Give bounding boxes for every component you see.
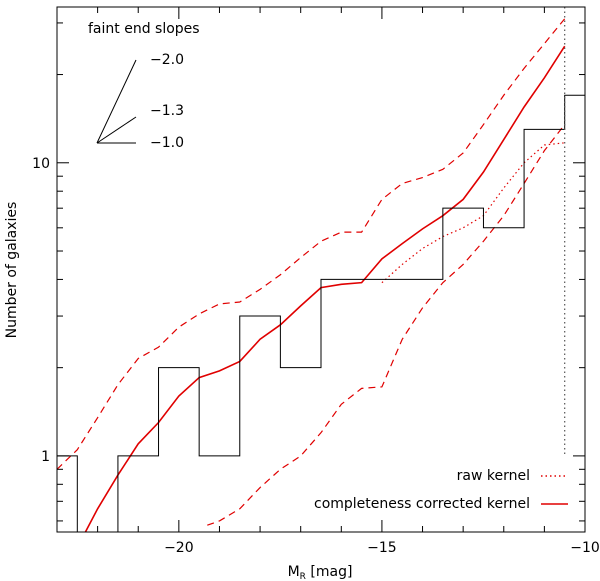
slope-line-minus-2-0 bbox=[96, 59, 137, 144]
series-completeness-corrected-kernel bbox=[84, 45, 566, 532]
histogram-layer bbox=[57, 94, 585, 532]
series-upper-bound bbox=[57, 18, 566, 470]
x-tick-label: −20 bbox=[164, 540, 194, 556]
plot-frame bbox=[56, 6, 586, 533]
x-tick-label: −10 bbox=[570, 540, 600, 556]
faint-end-slopes-panel: faint end slopes −2.0 −1.3 −1.0 bbox=[88, 21, 200, 151]
y-tick-label: 1 bbox=[41, 449, 50, 465]
legend-label-raw-kernel: raw kernel bbox=[457, 468, 530, 484]
legend: raw kernel completeness corrected kernel bbox=[314, 468, 568, 512]
slope-line-minus-1-3 bbox=[96, 116, 137, 144]
x-tick-label: −15 bbox=[367, 540, 397, 556]
x-tick-labels: −20 −15 −10 bbox=[164, 540, 600, 556]
x-axis-label-subscript: R bbox=[300, 572, 306, 581]
slope-label: −2.0 bbox=[150, 52, 184, 68]
axis-ticks bbox=[56, 7, 586, 532]
histogram-steps bbox=[57, 94, 585, 532]
slope-label: −1.3 bbox=[150, 103, 184, 119]
x-axis-label-main: M bbox=[288, 564, 300, 580]
y-tick-label: 10 bbox=[32, 156, 50, 172]
y-axis-label: Number of galaxies bbox=[4, 202, 20, 339]
x-axis-label: MR [mag] bbox=[288, 564, 353, 581]
x-axis-label-unit: [mag] bbox=[306, 564, 352, 580]
y-tick-labels: 1 10 bbox=[32, 156, 50, 465]
legend-label-corrected-kernel: completeness corrected kernel bbox=[314, 496, 530, 512]
slopes-panel-title: faint end slopes bbox=[88, 21, 200, 37]
slope-label: −1.0 bbox=[150, 135, 184, 151]
series-layer bbox=[57, 18, 566, 532]
series-raw-kernel bbox=[381, 142, 565, 284]
series-lower-bound bbox=[207, 124, 566, 526]
